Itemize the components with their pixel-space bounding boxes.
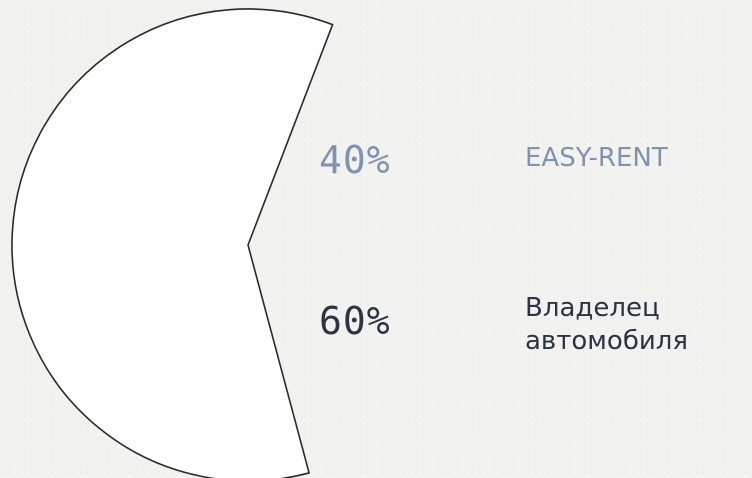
legend-owner-line-1: Владелец [525,293,660,323]
pie-slice-owner [11,8,334,478]
legend-owner: Владелец автомобиля [525,292,688,358]
legend-easy-rent: EASY-RENT [525,143,668,173]
legend-owner-line-2: автомобиля [525,326,689,356]
easy-rent-percent-label: 40% [319,138,391,182]
owner-percent-label: 60% [319,299,391,343]
